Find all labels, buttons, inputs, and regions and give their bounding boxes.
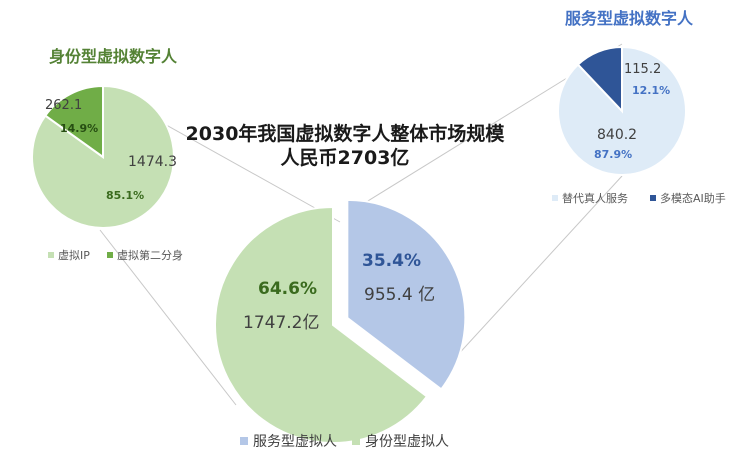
left-chart-title: 身份型虚拟数字人: [49, 47, 178, 66]
left-legend-label-second-avatar: 虚拟第二分身: [117, 248, 183, 262]
main-chart-title-line1: 2030年我国虚拟数字人整体市场规模: [186, 122, 506, 145]
right-legend: 替代真人服务 多模态AI助手: [552, 191, 726, 205]
left-pie-percent-second-avatar: 14.9%: [60, 122, 98, 135]
main-chart-title-line2: 人民币2703亿: [281, 146, 410, 169]
main-legend-swatch-service: [240, 437, 248, 445]
main-pie-percent-identity: 64.6%: [258, 279, 317, 299]
right-legend-swatch-multimodal-ai: [650, 195, 656, 201]
main-pie-slice-service: [346, 198, 467, 391]
left-legend-label-virtual-ip: 虚拟IP: [58, 248, 90, 262]
main-pie-value-service: 955.4 亿: [364, 285, 435, 305]
right-legend-swatch-human-replacement: [552, 195, 558, 201]
connector-right-bottom: [431, 175, 623, 384]
main-legend-label-service: 服务型虚拟人: [253, 434, 337, 450]
connector-left-bottom: [99, 229, 237, 406]
left-legend: 虚拟IP 虚拟第二分身: [48, 248, 183, 262]
left-legend-swatch-virtual-ip: [48, 252, 54, 258]
right-chart-title: 服务型虚拟数字人: [565, 9, 694, 28]
left-pie-value-virtual-ip: 1474.3: [128, 154, 177, 170]
right-legend-label-human-replacement: 替代真人服务: [562, 191, 628, 205]
right-pie-percent-human-replacement: 87.9%: [594, 148, 632, 161]
left-pie-percent-virtual-ip: 85.1%: [106, 189, 144, 202]
main-pie-slice-identity: [214, 205, 429, 444]
right-legend-label-multimodal-ai: 多模态AI助手: [660, 191, 726, 205]
left-pie: 262.1 14.9% 1474.3 85.1%: [31, 84, 177, 229]
main-legend: 服务型虚拟人 身份型虚拟人: [240, 434, 449, 450]
right-pie-value-human-replacement: 840.2: [597, 127, 637, 143]
main-pie-percent-service: 35.4%: [362, 251, 421, 271]
right-pie: 115.2 12.1% 840.2 87.9%: [557, 45, 687, 176]
right-pie-value-multimodal-ai: 115.2: [624, 62, 661, 77]
left-pie-value-second-avatar: 262.1: [45, 98, 82, 113]
main-legend-label-identity: 身份型虚拟人: [365, 434, 449, 450]
left-pie-slice-second-avatar: [43, 84, 104, 159]
main-pie-value-identity: 1747.2亿: [243, 313, 319, 333]
main-pie: 35.4% 955.4 亿 64.6% 1747.2亿: [214, 198, 467, 444]
right-pie-slice-multimodal-ai: [576, 45, 623, 114]
left-legend-swatch-second-avatar: [107, 252, 113, 258]
right-pie-percent-multimodal-ai: 12.1%: [632, 84, 670, 97]
main-legend-swatch-identity: [352, 437, 360, 445]
